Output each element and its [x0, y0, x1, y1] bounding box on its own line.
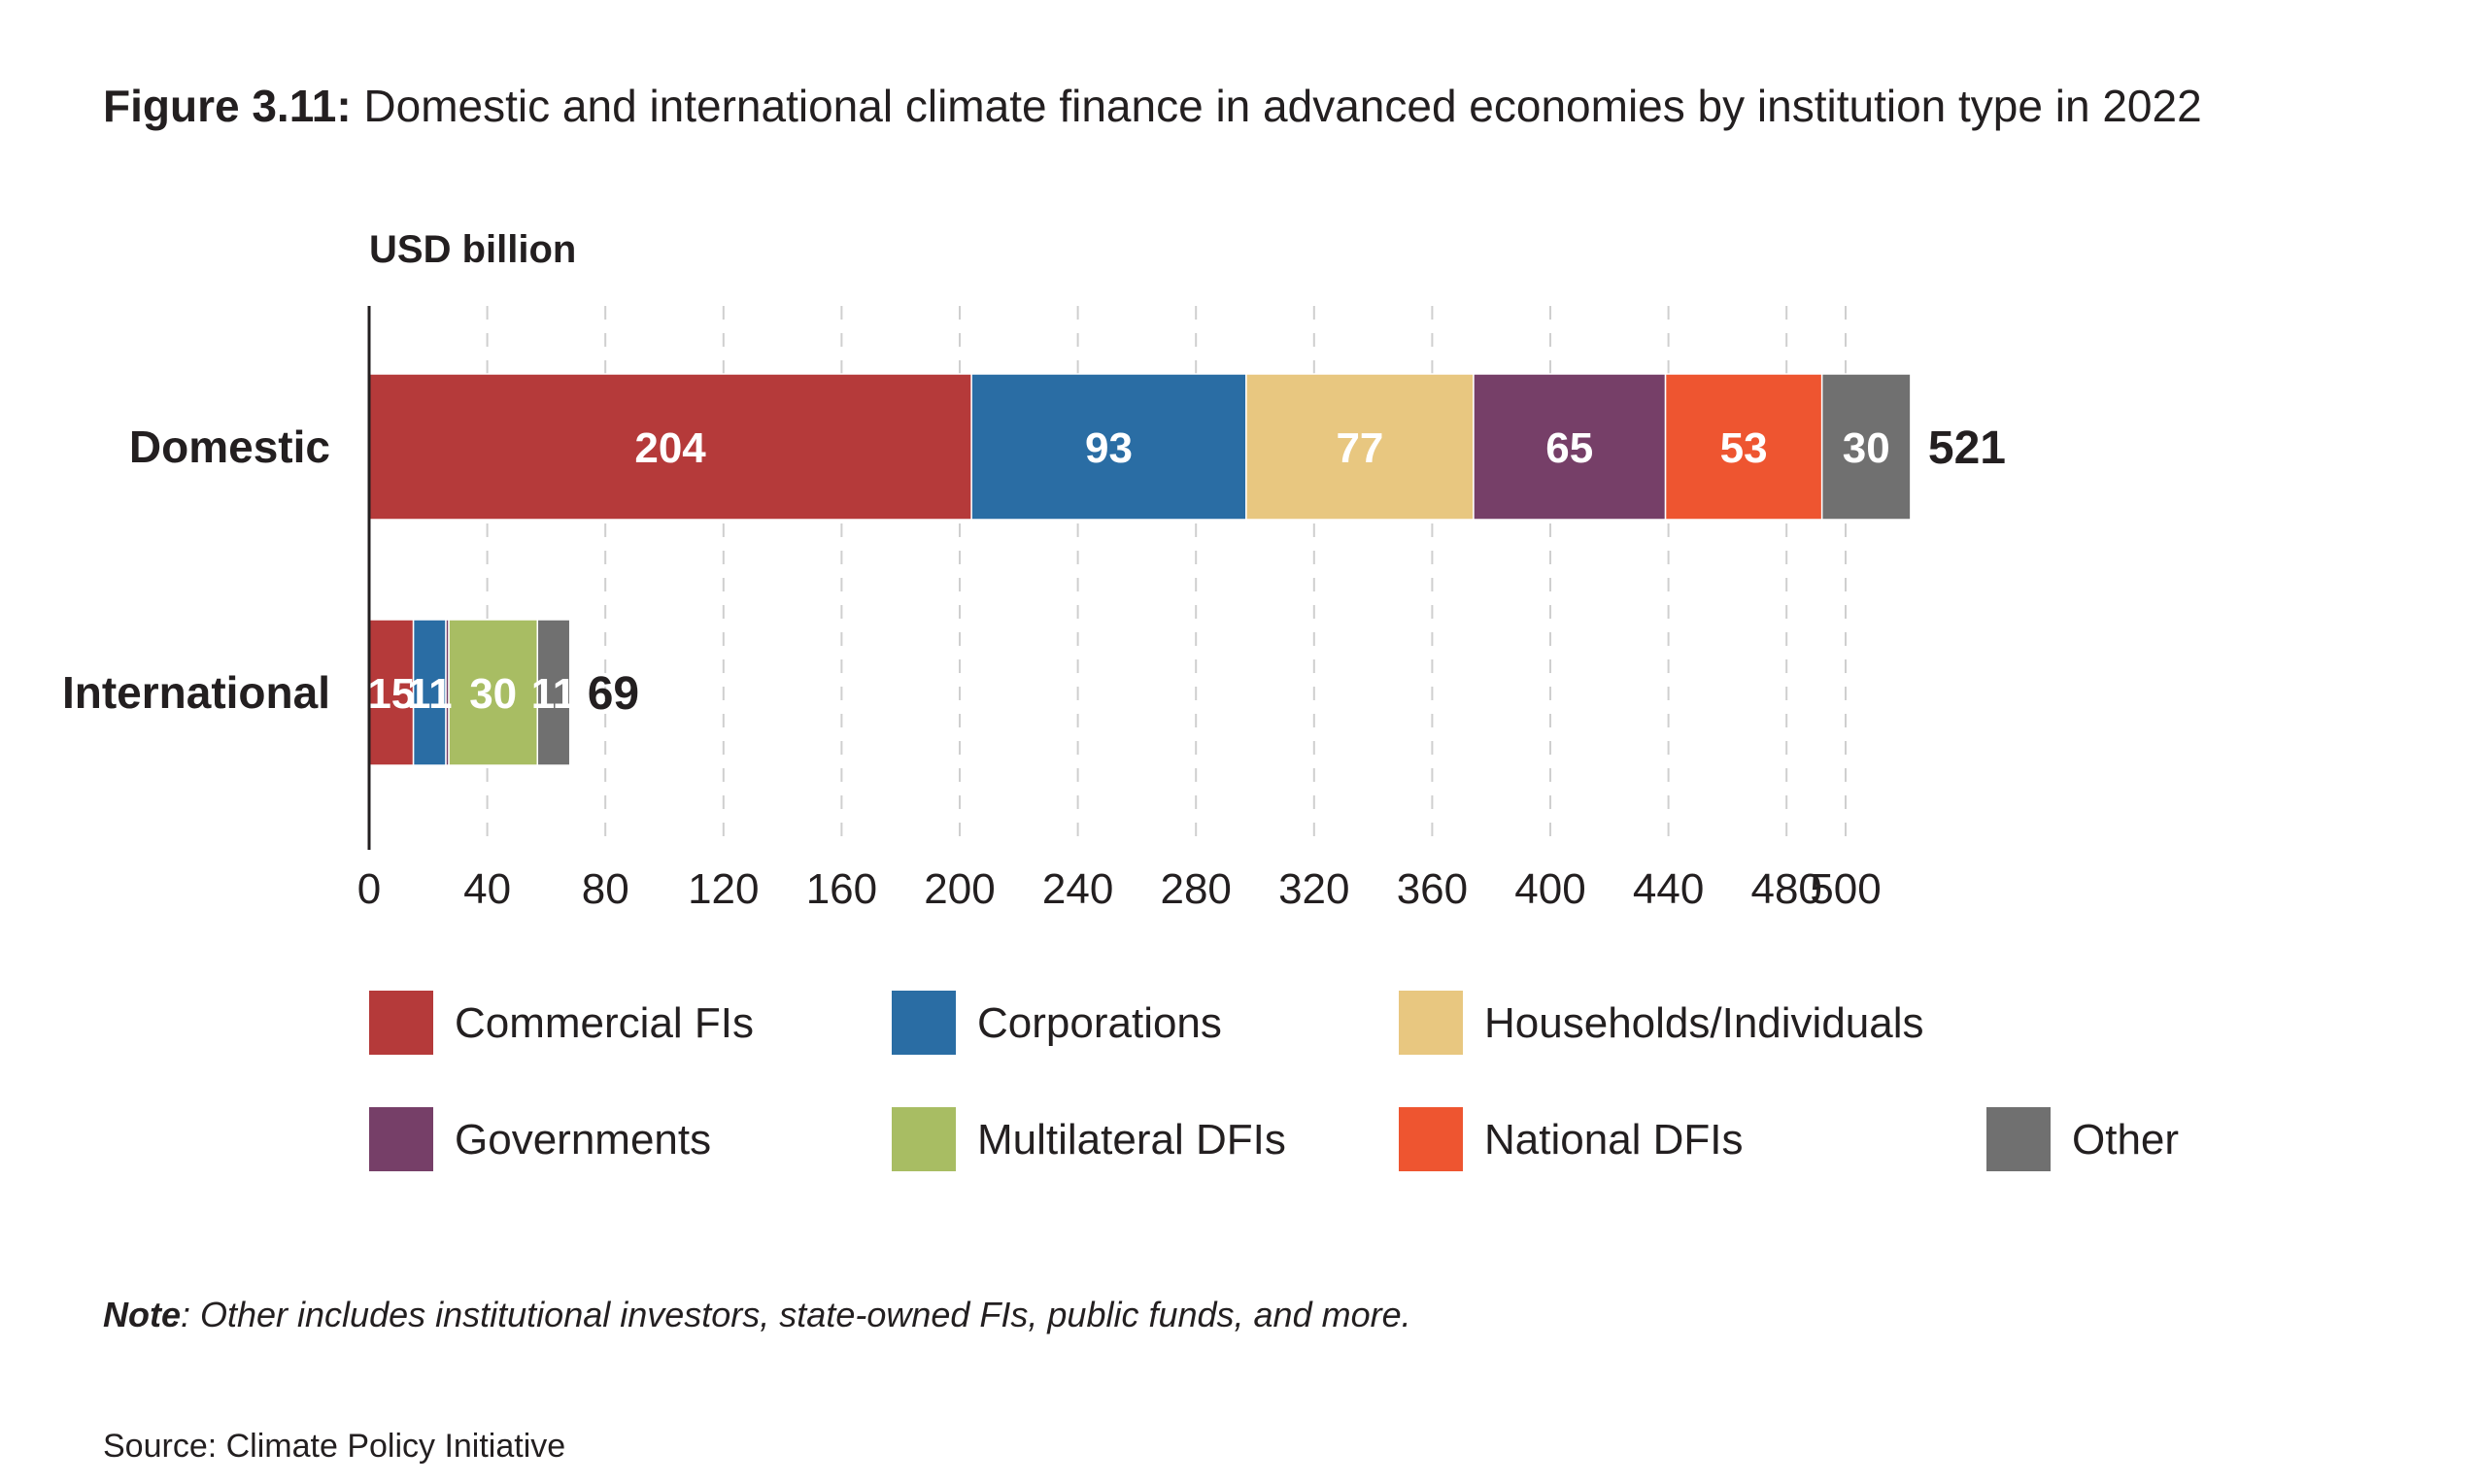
segment-label: 30 [469, 670, 517, 718]
x-tick-label: 0 [357, 865, 381, 913]
x-tick-label: 400 [1514, 865, 1585, 913]
note-text: : Other includes institutional investors… [181, 1295, 1411, 1334]
segment-label: 11 [407, 670, 453, 718]
chart-note: Note: Other includes institutional inves… [103, 1295, 1411, 1335]
segment-label: 204 [634, 424, 706, 472]
legend-label: National DFIs [1484, 1116, 1744, 1164]
bar-domestic-households-individuals [1245, 373, 1475, 521]
bar-domestic-commercial-fis [368, 373, 972, 521]
legend-swatch [1399, 991, 1463, 1055]
segment-label: 65 [1545, 424, 1593, 472]
legend-item-national-dfis: National DFIs [1399, 1107, 1744, 1171]
x-tick-label: 80 [582, 865, 629, 913]
legend-swatch [369, 991, 433, 1055]
legend-label: Governments [455, 1116, 711, 1164]
x-tick-label: 240 [1042, 865, 1113, 913]
legend-label: Corporations [977, 999, 1222, 1047]
legend-item-governments: Governments [369, 1107, 711, 1171]
segment-label: 30 [1843, 424, 1890, 472]
x-tick-label: 480 [1750, 865, 1821, 913]
segment-label: 77 [1336, 424, 1383, 472]
chart-title: Figure 3.11: Domestic and international … [103, 80, 2202, 132]
figure-label: Figure 3.11: [103, 81, 352, 131]
y-axis-unit-label: USD billion [369, 228, 576, 271]
chart-source: Source: Climate Policy Initiative [103, 1428, 566, 1465]
legend-item-households-individuals: Households/Individuals [1399, 991, 1924, 1055]
bar-domestic-national-dfis [1664, 373, 1823, 521]
legend-label: Commercial FIs [455, 999, 754, 1047]
segment-label: 15 [367, 670, 415, 718]
legend-item-corporations: Corporations [892, 991, 1222, 1055]
legend-item-commercial-fis: Commercial FIs [369, 991, 754, 1055]
bar-domestic-corporations [970, 373, 1247, 521]
x-tick-label: 500 [1810, 865, 1881, 913]
figure-title: Domestic and international climate finan… [351, 81, 2202, 131]
bar-international-corporations [412, 619, 447, 766]
total-label: 521 [1928, 422, 2006, 474]
x-tick-label: 40 [463, 865, 511, 913]
category-labels: Domestic International [62, 422, 330, 718]
legend-label: Households/Individuals [1484, 999, 1924, 1047]
legend-swatch [1986, 1107, 2051, 1171]
segment-label: 53 [1720, 424, 1768, 472]
bar-international-other [536, 619, 571, 766]
bar-domestic-other [1820, 373, 1912, 521]
segment-label: 11 [531, 670, 577, 718]
legend-swatch [369, 1107, 433, 1171]
bars [368, 373, 1912, 766]
note-label: Note [103, 1295, 181, 1334]
x-tick-label: 160 [806, 865, 877, 913]
legend-swatch [892, 991, 956, 1055]
category-label: Domestic [129, 422, 330, 472]
legend: Commercial FIs Corporations Households/Ind… [369, 991, 2179, 1171]
x-tick-label: 320 [1278, 865, 1349, 913]
x-tick-label: 120 [688, 865, 759, 913]
bar-domestic-governments [1473, 373, 1667, 521]
category-label: International [62, 667, 330, 718]
bar-international-commercial-fis [368, 619, 415, 766]
total-label: 69 [588, 668, 639, 720]
bar-international-multilateral-dfis [448, 619, 539, 766]
legend-swatch [1399, 1107, 1463, 1171]
x-tick-label: 440 [1633, 865, 1704, 913]
x-tick-label: 200 [924, 865, 995, 913]
legend-item-other: Other [1986, 1107, 2179, 1171]
x-tick-label: 280 [1160, 865, 1231, 913]
legend-item-multilateral-dfis: Multilateral DFIs [892, 1107, 1286, 1171]
legend-swatch [892, 1107, 956, 1171]
x-tick-label: 360 [1397, 865, 1468, 913]
segment-label: 93 [1085, 424, 1133, 472]
total-labels: 521 69 [588, 422, 2006, 720]
legend-label: Other [2072, 1116, 2179, 1164]
legend-label: Multilateral DFIs [977, 1116, 1286, 1164]
